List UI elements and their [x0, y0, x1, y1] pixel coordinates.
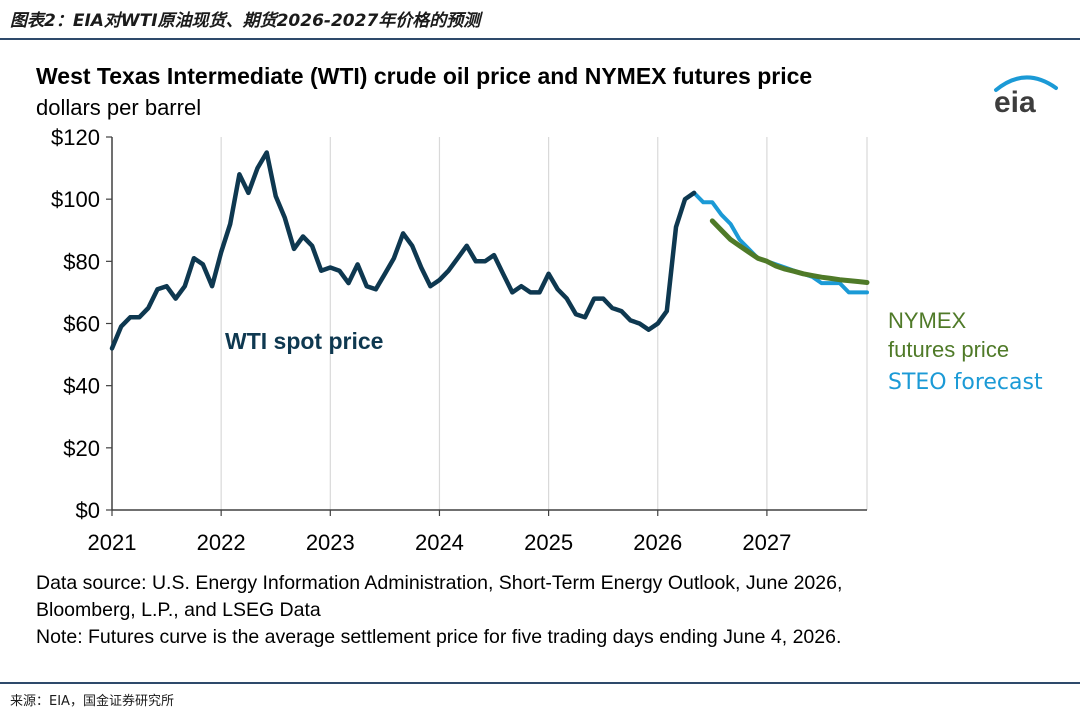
series-line-spot [109, 150, 697, 351]
series-annotations: WTI spot price NYMEX futures price STEO for… [225, 308, 1043, 395]
y-tick-label: $20 [63, 436, 100, 461]
forecast-label: STEO forecast [888, 370, 1043, 395]
y-tick-label: $60 [63, 312, 100, 337]
x-tick-label: 2022 [197, 530, 246, 555]
figure-caption: 图表2：EIA对WTI原油现货、期货2026-2027年价格的预测 [10, 11, 481, 31]
y-tick-label: $0 [76, 498, 100, 523]
futures-label-line-2: futures price [888, 337, 1009, 362]
series-lines [109, 150, 870, 351]
chart-notes: Data source: U.S. Energy Information Adm… [36, 570, 842, 651]
data-source-line-2: Bloomberg, L.P., and LSEG Data [36, 599, 321, 621]
x-tick-label: 2026 [633, 530, 682, 555]
x-tick-label: 2023 [306, 530, 355, 555]
gridlines [220, 137, 868, 510]
futures-note: Note: Futures curve is the average settl… [36, 626, 842, 648]
y-tick-label: $40 [63, 374, 100, 399]
spot-price-label: WTI spot price [225, 328, 383, 354]
data-source-line-1: Data source: U.S. Energy Information Adm… [36, 572, 843, 594]
x-tick-label: 2024 [415, 530, 464, 555]
bottom-rule [0, 682, 1080, 684]
chart-subtitle: dollars per barrel [36, 95, 202, 120]
x-tick-label: 2021 [88, 530, 137, 555]
eia-logo-icon: eia [994, 75, 1058, 118]
source-caption: 来源：EIA，国金证券研究所 [10, 694, 174, 709]
x-tick-label: 2027 [742, 530, 791, 555]
x-tick-label: 2025 [524, 530, 573, 555]
chart-title: West Texas Intermediate (WTI) crude oil … [36, 63, 813, 89]
logo-text: eia [994, 86, 1036, 118]
y-tick-label: $120 [51, 125, 100, 150]
series-line-futures [709, 218, 870, 285]
y-tick-label: $80 [63, 249, 100, 274]
tick-labels: $0 $20 $40 $60 $80 $100 $120 2021 2022 2023 2024 20… [51, 125, 791, 555]
top-rule [0, 38, 1080, 40]
futures-label-line-1: NYMEX [888, 308, 967, 333]
axes [106, 136, 867, 516]
y-tick-label: $100 [51, 187, 100, 212]
